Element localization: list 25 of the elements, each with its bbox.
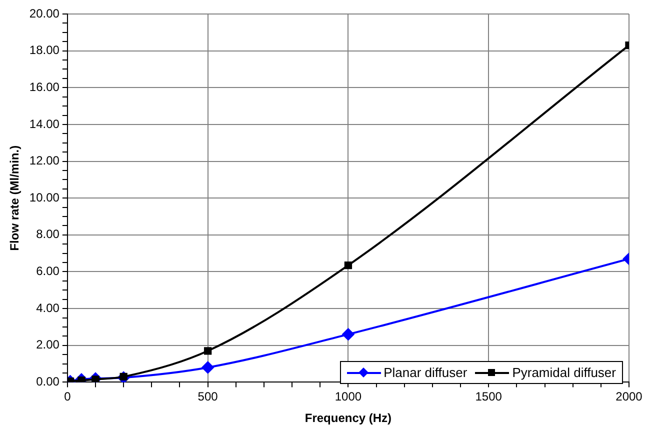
- y-tick-label: 4.00: [36, 300, 60, 315]
- point: [344, 261, 352, 270]
- y-axis-title: Flow rate (Ml/min.): [8, 145, 22, 251]
- y-tick-label: 12.00: [29, 154, 60, 168]
- y-tick-label: 0.00: [36, 374, 60, 389]
- y-tick-label: 8.00: [36, 227, 60, 242]
- y-tick-label: 6.00: [36, 264, 60, 278]
- x-tick-label: 1500: [475, 390, 502, 404]
- y-tick-label: 2.00: [36, 338, 60, 352]
- y-tick-label: 10.00: [29, 190, 60, 204]
- y-tick-label: 16.00: [29, 80, 60, 94]
- legend-label: Planar diffuser: [384, 365, 468, 380]
- x-tick-label: 0: [64, 390, 72, 404]
- y-tick-label: 20.00: [29, 6, 60, 20]
- point: [204, 347, 212, 355]
- y-tick-label: 14.00: [29, 116, 60, 131]
- point: [342, 328, 354, 340]
- y-tick-label: 18.00: [29, 43, 60, 58]
- x-tick-label: 1000: [334, 390, 362, 404]
- x-axis-title: Frequency (Hz): [304, 411, 392, 426]
- x-tick-label: 2000: [616, 390, 643, 404]
- point: [67, 377, 74, 382]
- x-tick-label: 500: [198, 390, 218, 404]
- legend-label: Pyramidal diffuser: [512, 365, 616, 380]
- point: [202, 361, 214, 374]
